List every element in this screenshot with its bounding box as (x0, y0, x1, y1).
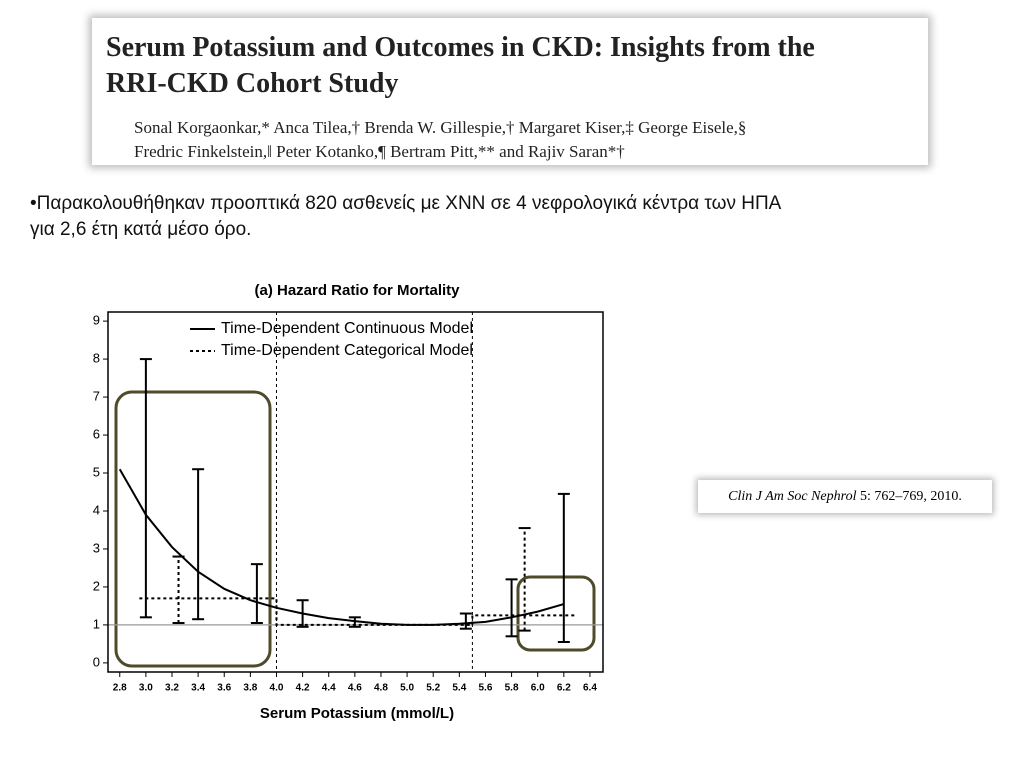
authors: Sonal Korgaonkar,* Anca Tilea,† Brenda W… (134, 118, 747, 137)
y-tick-label: 4 (93, 502, 100, 517)
legend-label: Time-Dependent Categorical Model (221, 342, 473, 359)
x-tick-label: 5.2 (426, 683, 440, 694)
journal: Clin J Am Soc Nephrol (728, 489, 857, 504)
x-tick-label: 2.8 (113, 683, 127, 694)
series-line (139, 597, 577, 626)
highlight-box (114, 390, 272, 668)
x-tick-label: 5.0 (400, 683, 414, 694)
bullet-text: για 2,6 έτη κατά μέσο όρο. (30, 219, 252, 240)
chart-title: (a) Hazard Ratio for Mortality (254, 282, 460, 299)
legend-label: Time-Dependent Continuous Model (221, 320, 473, 337)
x-tick-label: 4.0 (270, 683, 284, 694)
plot-frame (107, 311, 604, 673)
x-tick-label: 3.6 (217, 683, 231, 694)
x-tick-label: 4.6 (348, 683, 362, 694)
x-tick-label: 5.6 (479, 683, 493, 694)
x-tick-label: 3.2 (165, 683, 179, 694)
x-tick-label: 3.4 (191, 683, 205, 694)
y-tick-label: 1 (93, 616, 100, 631)
bullet-text: •Παρακολουθήθηκαν προοπτικά 820 ασθενείς… (30, 193, 782, 214)
y-tick-label: 7 (93, 389, 100, 404)
highlight-box (516, 575, 596, 652)
x-tick-label: 5.4 (452, 683, 466, 694)
y-tick-label: 3 (93, 540, 100, 555)
x-tick-label: 6.2 (557, 683, 571, 694)
series-line (118, 468, 565, 626)
x-tick-label: 3.8 (243, 683, 257, 694)
y-tick-label: 9 (93, 313, 100, 328)
y-tick-label: 5 (93, 464, 100, 479)
x-tick-label: 4.2 (296, 683, 310, 694)
x-tick-label: 6.0 (531, 683, 545, 694)
y-tick-label: 6 (93, 426, 100, 441)
x-axis-label: Serum Potassium (mmol/L) (260, 705, 454, 722)
y-tick-label: 8 (93, 351, 100, 366)
citation: Clin J Am Soc Nephrol 5: 762–769, 2010. (698, 480, 992, 513)
x-tick-label: 4.8 (374, 683, 388, 694)
authors: Fredric Finkelstein,‖ Peter Kotanko,¶ Be… (134, 142, 625, 161)
x-tick-label: 5.8 (505, 683, 519, 694)
reference: 5: 762–769, 2010. (859, 489, 962, 504)
x-tick-label: 4.4 (322, 683, 336, 694)
paper-header: Serum Potassium and Outcomes in CKD: Ins… (92, 18, 928, 165)
paper-title: Serum Potassium and Outcomes in CKD: Ins… (106, 32, 815, 63)
y-tick-label: 0 (93, 654, 100, 669)
y-tick-label: 2 (93, 578, 100, 593)
paper-title: RRI-CKD Cohort Study (106, 68, 399, 99)
x-tick-label: 6.4 (583, 683, 597, 694)
x-tick-label: 3.0 (139, 683, 153, 694)
